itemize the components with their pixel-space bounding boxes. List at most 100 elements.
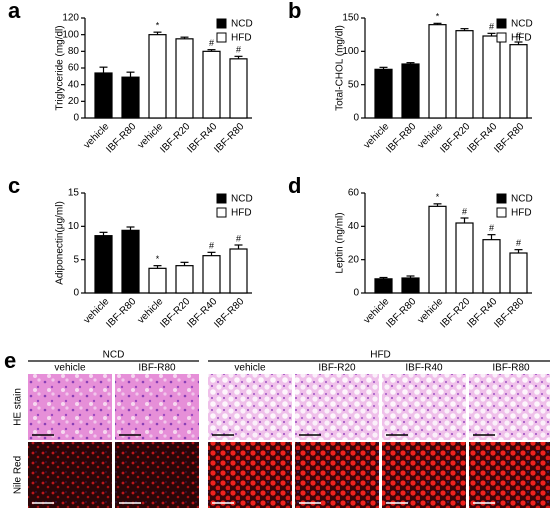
bar: [482, 35, 501, 119]
y-tick-label: 0: [73, 288, 79, 299]
y-tick-label: 15: [68, 188, 80, 199]
bar: [202, 50, 221, 119]
legend-swatch: [216, 193, 227, 204]
panel-label: e: [4, 348, 16, 373]
row-label: Nile Red: [13, 456, 24, 494]
bar: [509, 252, 528, 294]
significance-mark: *: [436, 192, 440, 202]
y-tick-label: 60: [68, 63, 80, 74]
micrograph: [28, 374, 112, 440]
legend-swatch: [496, 18, 507, 29]
y-tick-label: 5: [73, 254, 79, 265]
legend-swatch: [496, 32, 507, 43]
micrograph: [115, 442, 199, 508]
x-tick-label: IBF-R80: [104, 121, 138, 155]
row-label: HE stain: [13, 388, 24, 426]
bar: [428, 24, 447, 119]
bar: [428, 205, 447, 294]
bar: [202, 255, 221, 294]
chart-panel: cAdiponectin(μg/ml)051015vehicleIBF-R80v…: [8, 173, 253, 331]
micrograph: [208, 442, 292, 508]
x-tick-label: IBF-R80: [212, 296, 246, 330]
significance-mark: #: [209, 241, 214, 251]
y-axis-label: Leptin (ng/ml): [335, 212, 346, 273]
x-tick-label: IBF-R80: [384, 121, 418, 155]
x-tick-label: IBF-R80: [104, 296, 138, 330]
panel-label: b: [288, 0, 301, 23]
legend-label: HFD: [511, 33, 532, 44]
micrograph: [382, 374, 466, 440]
legend-label: HFD: [511, 208, 532, 219]
y-tick-label: 40: [348, 221, 360, 232]
y-tick-label: 150: [342, 13, 359, 24]
significance-mark: #: [236, 45, 241, 55]
column-label: vehicle: [54, 363, 86, 374]
group-label: HFD: [370, 350, 391, 361]
x-tick-label: IBF-R80: [212, 121, 246, 155]
y-tick-label: 0: [73, 113, 79, 124]
significance-mark: *: [156, 21, 160, 31]
significance-mark: #: [516, 30, 521, 40]
bar: [482, 239, 501, 294]
x-tick-label: IBF-R80: [384, 296, 418, 330]
bar: [148, 267, 167, 294]
significance-mark: *: [156, 254, 160, 264]
legend-swatch: [216, 18, 227, 29]
micrograph: [382, 442, 466, 508]
y-tick-label: 50: [348, 79, 360, 90]
bar: [509, 44, 528, 119]
bar: [175, 265, 194, 294]
y-tick-label: 80: [68, 46, 80, 57]
micrograph: [469, 374, 550, 440]
y-tick-label: 100: [62, 29, 79, 40]
micrograph: [469, 442, 550, 508]
column-label: IBF-R80: [492, 363, 530, 374]
y-axis-label: Adiponectin(μg/ml): [55, 201, 66, 285]
group-label: NCD: [103, 350, 125, 361]
significance-mark: #: [236, 233, 241, 243]
column-label: IBF-R20: [318, 363, 356, 374]
legend-label: NCD: [511, 19, 533, 30]
column-label: vehicle: [234, 363, 266, 374]
bar: [455, 30, 474, 119]
bar: [401, 277, 420, 294]
micrograph: [115, 374, 199, 440]
micrograph: [295, 374, 379, 440]
column-label: IBF-R40: [405, 363, 443, 374]
legend-swatch: [496, 207, 507, 218]
panel-label: d: [288, 173, 301, 198]
column-label: IBF-R80: [138, 363, 176, 374]
bar: [94, 235, 113, 294]
y-tick-label: 60: [348, 188, 360, 199]
legend-label: NCD: [511, 194, 533, 205]
bar: [121, 229, 140, 294]
y-tick-label: 20: [348, 254, 360, 265]
y-tick-label: 10: [68, 221, 80, 232]
y-axis-label: Total-CHOL (mg/dl): [335, 25, 346, 111]
significance-mark: #: [489, 22, 494, 32]
y-tick-label: 120: [62, 13, 79, 24]
x-tick-label: IBF-R80: [492, 121, 526, 155]
bar: [175, 38, 194, 119]
significance-mark: #: [462, 206, 467, 216]
panel-label: c: [8, 173, 20, 198]
bar: [374, 278, 393, 294]
bar: [401, 63, 420, 119]
legend-label: NCD: [231, 194, 253, 205]
micrograph: [28, 442, 112, 508]
bar: [121, 76, 140, 119]
y-tick-label: 100: [342, 46, 359, 57]
legend-swatch: [496, 193, 507, 204]
bar: [148, 34, 167, 119]
y-axis-label: Triglyceride (mg/dl): [55, 25, 66, 110]
y-tick-label: 0: [353, 288, 359, 299]
micrograph: [208, 374, 292, 440]
bar: [455, 222, 474, 294]
legend-swatch: [216, 207, 227, 218]
significance-mark: #: [489, 223, 494, 233]
bar: [229, 58, 248, 119]
panel-label: a: [8, 0, 21, 23]
